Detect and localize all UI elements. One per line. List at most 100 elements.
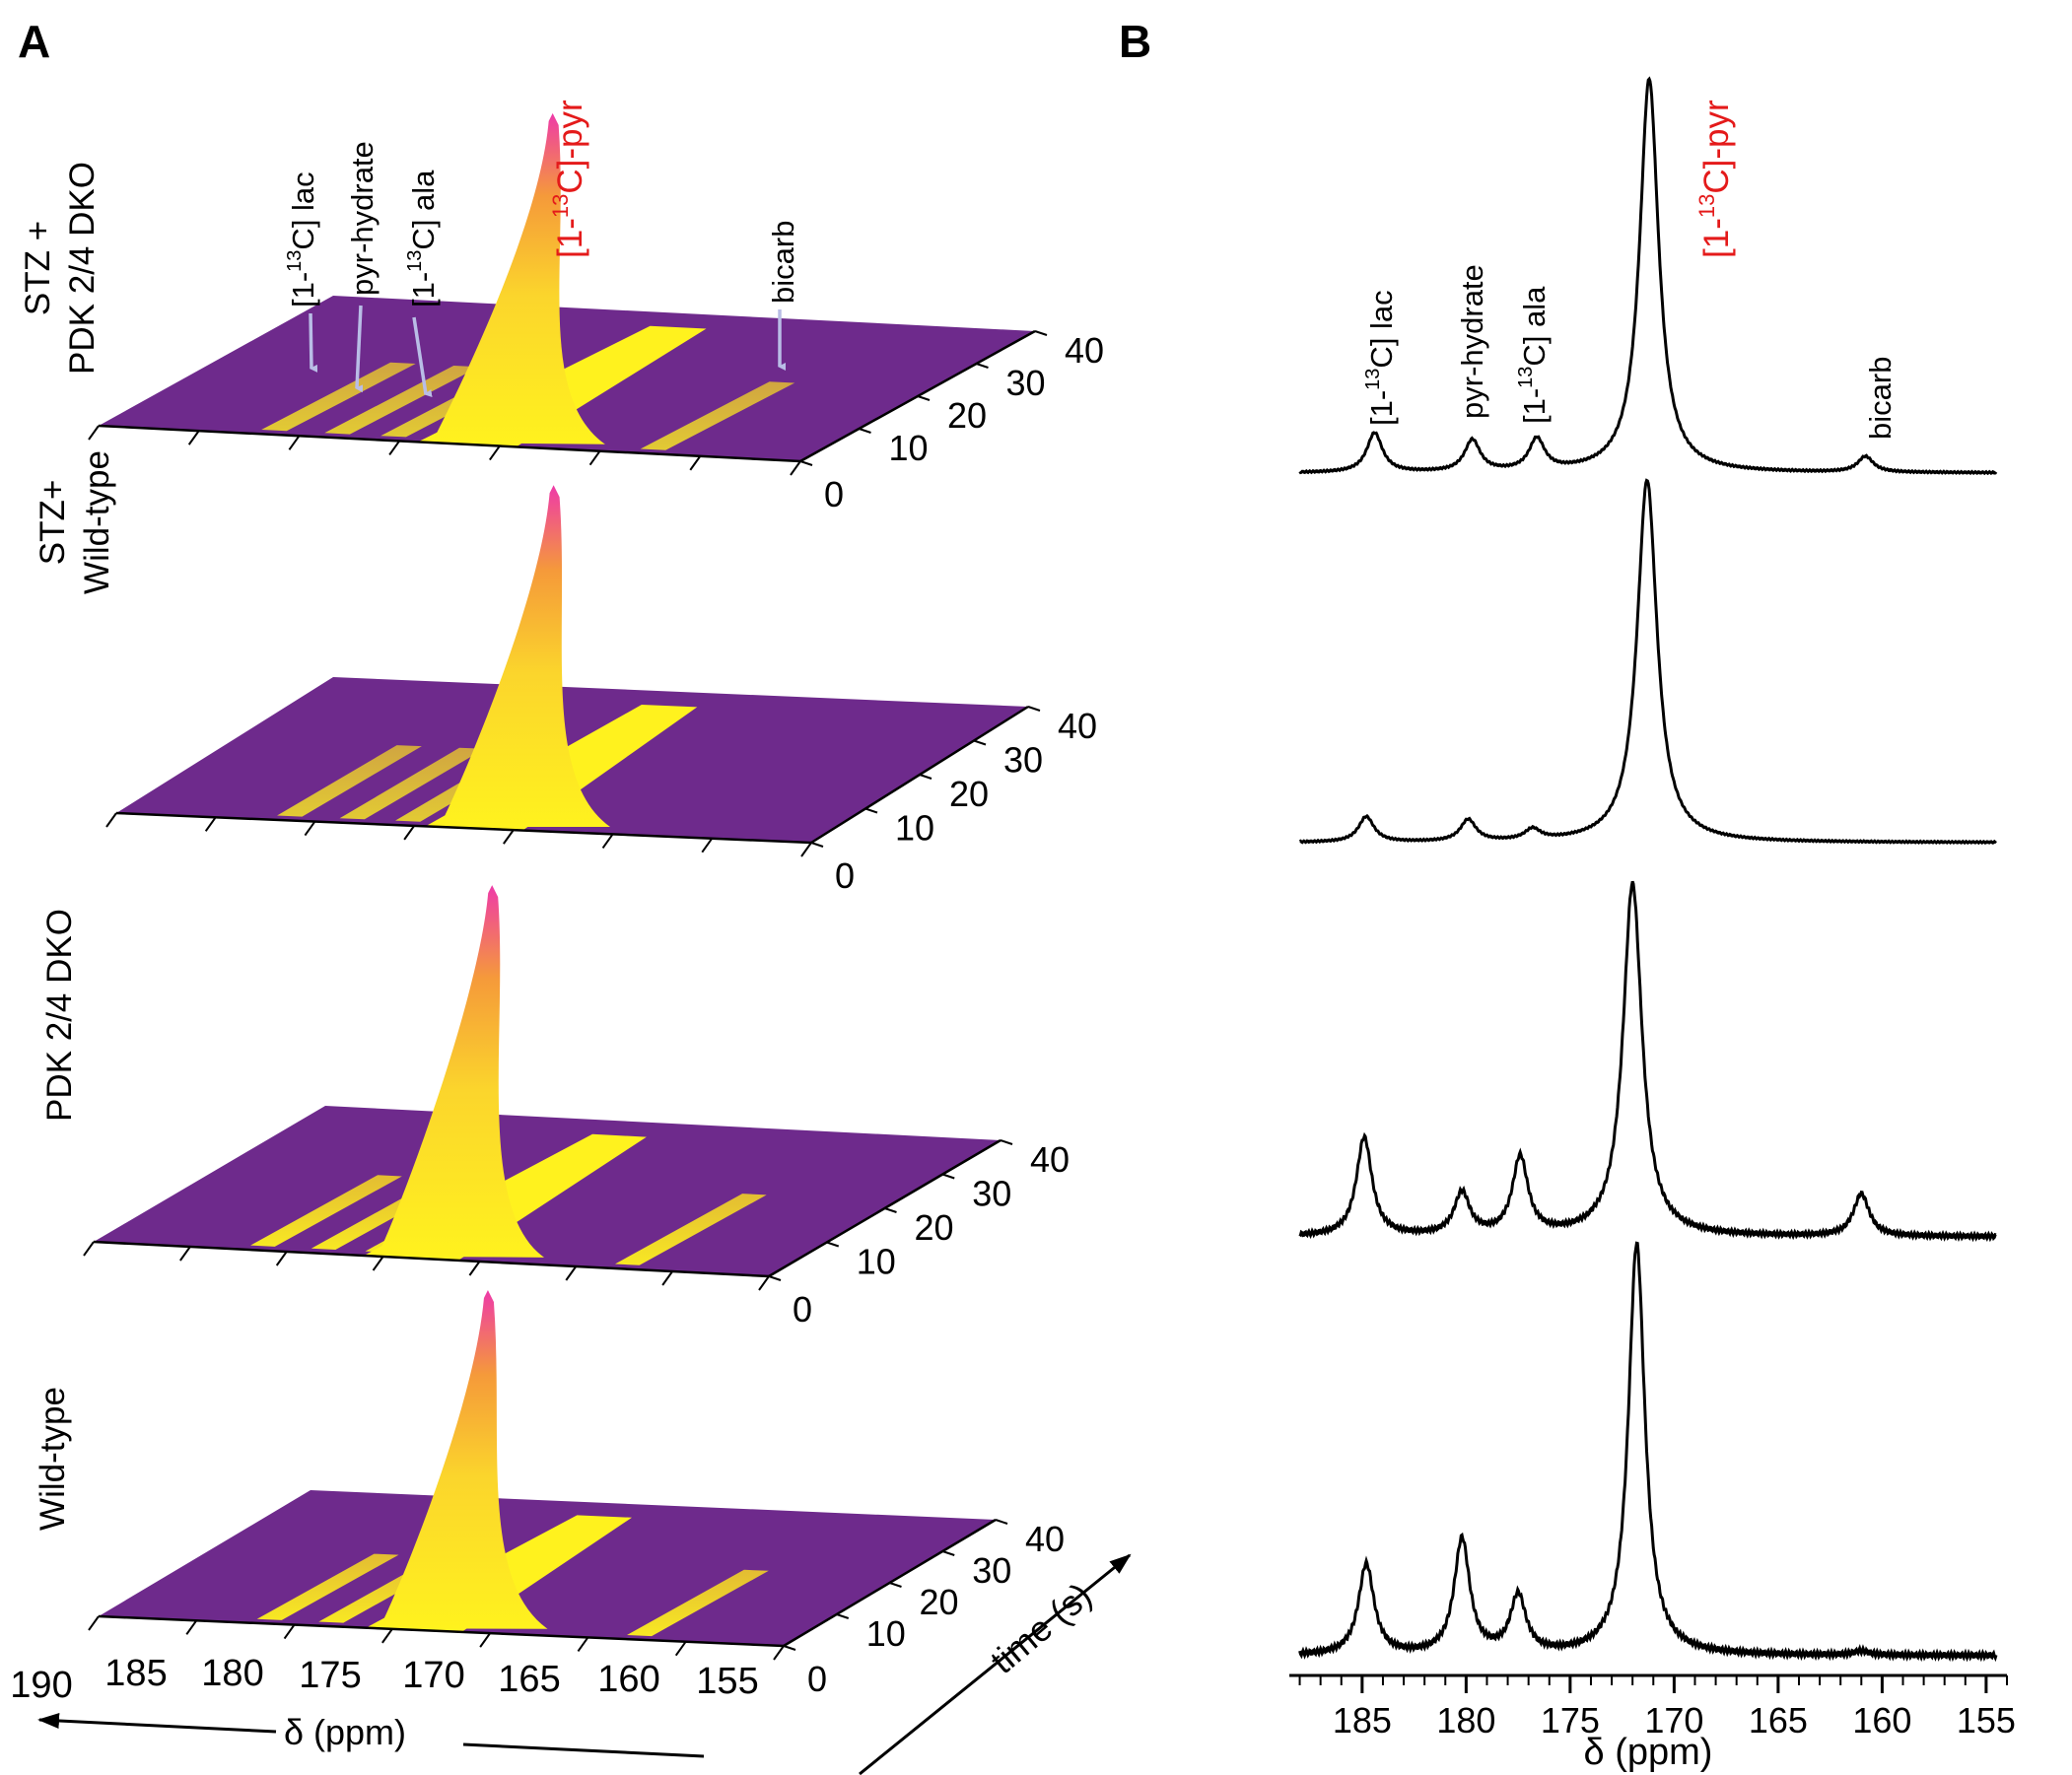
time-axis-tick [941, 1173, 955, 1180]
pyruvate-peak [379, 1290, 548, 1629]
ppm-tick-190: 190 [10, 1665, 72, 1706]
ppm-axis-tick [790, 460, 801, 476]
lac-label-b-prefix: [1- [1364, 390, 1399, 426]
ppm-tick-175: 175 [299, 1655, 361, 1696]
ppm-axis-tick [403, 825, 415, 841]
pyr-label-a-prefix: [1- [551, 218, 589, 258]
hydrate-label-b: pyr-hydrate [1455, 264, 1489, 419]
time-tick-label: 0 [835, 855, 855, 896]
ppm-axis-tick [773, 1645, 785, 1661]
spectrum-line-2 [1298, 478, 1997, 846]
panel-b-spectra: 185 180 175 170 165 160 155 δ (ppm) [1289, 76, 2016, 1773]
metabolite-stripe [250, 1175, 402, 1247]
time-axis-tick [864, 807, 878, 814]
lac-label-b-sup: 13 [1362, 369, 1384, 390]
ppm-axis-tick [577, 1636, 589, 1653]
ala-label-b-suffix: C] ala [1517, 286, 1552, 367]
ala-label-b: [1-13C] ala [1515, 286, 1552, 424]
time-tick-label: 10 [866, 1613, 906, 1654]
ppm-axis-tick [661, 1270, 673, 1286]
time-axis-tick [917, 395, 931, 401]
row-label-4: Wild-type [34, 1387, 72, 1531]
ppm-axis-tick [88, 425, 100, 441]
row-label-1-line1: STZ + [19, 221, 57, 315]
panel-label-a: A [18, 16, 50, 67]
ppm-axis-tick [674, 1641, 687, 1657]
ppm-tick-155: 155 [696, 1661, 758, 1702]
lac-label-a-prefix: [1- [286, 272, 320, 307]
spectrum-line-3 [1298, 880, 1997, 1243]
panel-a-xlabel-rule [462, 1742, 705, 1758]
ppm-axis-line [93, 1240, 770, 1278]
lac-label-a: [1-13C] lac [284, 171, 320, 307]
waterfall-2: 0 10 20 30 40 [105, 485, 1097, 896]
pyr-label-a: [1-13C]-pyr [548, 100, 589, 258]
ppm-axis-line [98, 1614, 785, 1648]
time-axis-tick [768, 1275, 782, 1281]
time-tick-label: 0 [824, 474, 844, 514]
panel-b-tick-label-170: 170 [1644, 1700, 1703, 1741]
ppm-axis-tick [288, 435, 301, 450]
ppm-axis-tick [388, 440, 400, 456]
time-tick-label: 40 [1065, 330, 1104, 371]
panel-a-xlabel-arrow-left [37, 1713, 277, 1734]
metabolite-stripe [256, 1553, 399, 1620]
time-axis-tick [826, 1241, 840, 1248]
pyr-label-b: [1-13C]-pyr [1694, 100, 1736, 258]
panel-b-xlabel: δ (ppm) [1584, 1732, 1713, 1773]
panel-a-ppm-ticks: 190 185 180 175 170 165 160 155 [10, 1653, 758, 1706]
metabolite-stripe [640, 381, 795, 450]
ppm-axis-tick [179, 1246, 191, 1262]
metabolite-stripe [277, 745, 422, 817]
ppm-axis-tick [489, 444, 501, 461]
time-tick-label: 30 [1003, 740, 1043, 781]
ppm-axis-tick [503, 829, 515, 845]
waterfall-1: 0 10 20 30 40 [88, 112, 1104, 514]
panel-b-tick-label-185: 185 [1333, 1700, 1392, 1741]
panel-a-waterfall: 0 10 20 30 40 0 10 20 30 40 0 10 20 30 40 0 10 20 30 40 [83, 112, 1104, 1699]
pyr-label-b-suffix: C]-pyr [1697, 100, 1736, 194]
ppm-axis-tick [565, 1265, 578, 1281]
waterfall-3: 0 10 20 30 40 [83, 885, 1070, 1330]
ppm-tick-180: 180 [201, 1653, 263, 1694]
time-axis-tick [919, 774, 932, 780]
ppm-axis-tick [275, 1251, 288, 1266]
pyruvate-peak [377, 885, 544, 1258]
spectrum-line-1 [1298, 76, 1998, 476]
lac-label-b-suffix: C] lac [1364, 290, 1399, 368]
ppm-axis-tick [105, 812, 117, 828]
ppm-axis-tick [372, 1256, 384, 1271]
ala-arrow [412, 316, 433, 398]
time-tick-label: 0 [793, 1289, 812, 1330]
pyr-label-a-suffix: C]-pyr [551, 100, 589, 194]
time-axis-tick [1027, 706, 1041, 712]
ppm-axis-line [115, 811, 812, 845]
panel-b-tick-label-160: 160 [1852, 1700, 1911, 1741]
hydrate-arrow [355, 305, 364, 393]
time-axis-tick [1034, 330, 1048, 336]
pyr-label-b-prefix: [1- [1697, 218, 1736, 258]
pyruvate-peak [439, 485, 610, 827]
hydrate-label-a: pyr-hydrate [345, 141, 380, 296]
ala-label-a-sup: 13 [404, 250, 426, 272]
pyr-label-b-sup: 13 [1694, 194, 1719, 218]
row-label-3: PDK 2/4 DKO [40, 909, 79, 1122]
time-axis-tick [799, 460, 813, 466]
time-axis-tick [783, 1645, 796, 1651]
ppm-axis-tick [689, 455, 702, 471]
time-tick-label: 0 [807, 1659, 827, 1699]
time-axis-tick [973, 739, 987, 746]
time-tick-label: 20 [920, 1582, 959, 1622]
lac-label-a-sup: 13 [284, 250, 306, 272]
ppm-axis-line [98, 424, 801, 463]
ppm-axis-tick [601, 833, 614, 850]
time-axis-tick [976, 363, 989, 369]
time-axis-tick [889, 1582, 902, 1588]
time-axis-tick [1000, 1139, 1013, 1145]
time-tick-label: 30 [1006, 363, 1046, 403]
ppm-axis-tick [381, 1628, 393, 1644]
panel-b-tick-label-165: 165 [1749, 1700, 1808, 1741]
ala-label-a: [1-13C] ala [404, 170, 441, 307]
time-axis-tick [836, 1613, 850, 1619]
time-tick-label: 40 [1058, 706, 1097, 746]
